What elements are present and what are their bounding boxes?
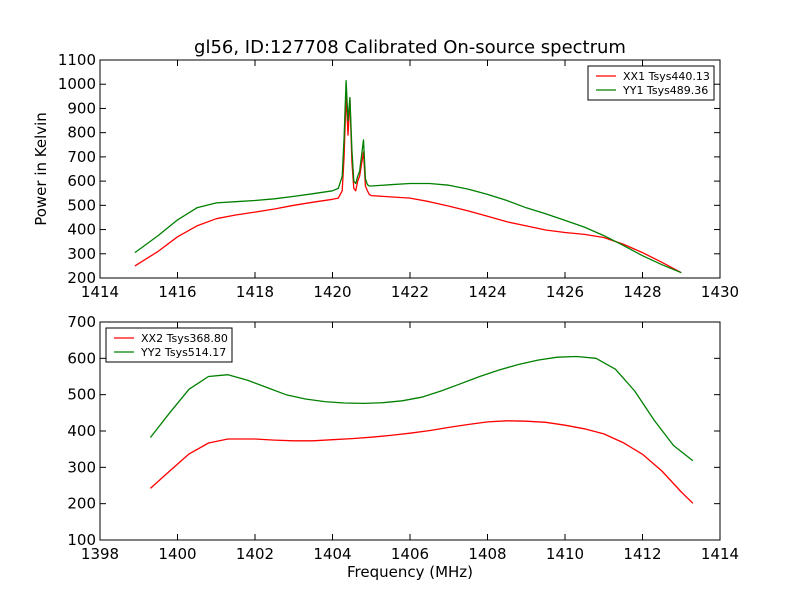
x-tick-label: 1420 [313, 283, 351, 301]
y-tick-label: 500 [67, 386, 96, 404]
y-tick-label: 300 [67, 458, 96, 476]
y-tick-label: 200 [67, 495, 96, 513]
x-tick-label: 1416 [158, 283, 196, 301]
y-tick-label: 400 [67, 221, 96, 239]
x-tick-label: 1422 [391, 283, 429, 301]
y-tick-label: 200 [67, 269, 96, 287]
x-tick-label: 1402 [236, 545, 274, 563]
x-tick-label: 1404 [313, 545, 351, 563]
y-tick-label: 700 [67, 148, 96, 166]
x-tick-label: 1428 [623, 283, 661, 301]
y-tick-label: 800 [67, 124, 96, 142]
x-tick-label: 1412 [623, 545, 661, 563]
y-tick-label: 500 [67, 196, 96, 214]
bottom-spectrum-plot: 1398 1400 1402 1404 1406 1408 1410 1412 1414 100 2… [67, 313, 739, 563]
y-tick-label: 600 [67, 172, 96, 190]
y-axis-label: Power in Kelvin [32, 112, 50, 226]
y-tick-label: 300 [67, 245, 96, 263]
series-line-green [134, 79, 682, 274]
legend-box [587, 65, 715, 101]
x-tick-label: 1406 [391, 545, 429, 563]
x-tick-label: 1430 [701, 283, 739, 301]
legend-entry: XX2 Tsys368.80 [141, 332, 228, 345]
x-tick-label: 1414 [701, 545, 739, 563]
x-tick-label: 1418 [236, 283, 274, 301]
series-line-green [149, 355, 694, 462]
y-tick-label: 700 [67, 313, 96, 331]
x-tick-label: 1424 [468, 283, 506, 301]
y-tick-label: 100 [67, 531, 96, 549]
legend-entry: YY2 Tsys514.17 [140, 346, 226, 359]
x-tick-label: 1408 [468, 545, 506, 563]
x-tick-label: 1398 [81, 545, 119, 563]
legend-entry: YY1 Tsys489.36 [622, 84, 708, 97]
top-spectrum-plot: 1414 1416 1418 1420 1422 1424 1426 1428 1430 200 3… [58, 51, 739, 301]
y-tick-label: 400 [67, 422, 96, 440]
series-line-red [134, 93, 682, 274]
y-tick-label: 900 [67, 99, 96, 117]
x-tick-label: 1426 [546, 283, 584, 301]
chart-title: gl56, ID:127708 Calibrated On-source spe… [194, 37, 626, 58]
x-tick-label: 1414 [81, 283, 119, 301]
legend-box [105, 327, 233, 363]
y-tick-label: 1100 [58, 51, 96, 69]
x-axis-label: Frequency (MHz) [347, 563, 473, 581]
y-tick-label: 600 [67, 349, 96, 367]
y-tick-label: 1000 [58, 75, 96, 93]
x-tick-label: 1400 [158, 545, 196, 563]
x-tick-label: 1410 [546, 545, 584, 563]
legend-entry: XX1 Tsys440.13 [623, 70, 710, 83]
series-line-red [149, 420, 694, 504]
